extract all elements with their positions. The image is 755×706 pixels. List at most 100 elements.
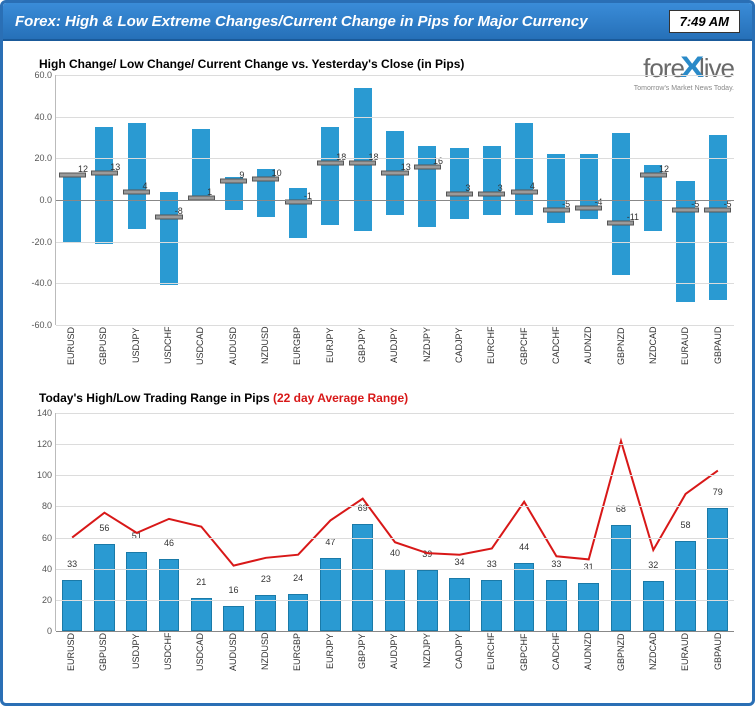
forex-chart-panel: Forex: High & Low Extreme Changes/Curren… <box>0 0 755 706</box>
range-value-label: 56 <box>88 523 120 533</box>
range-bar <box>191 598 212 631</box>
x-axis-label: USDCAD <box>184 633 216 681</box>
range-value-label: 21 <box>185 577 217 587</box>
range-bar <box>126 552 147 631</box>
range-value-label: 46 <box>153 538 185 548</box>
time-display: 7:49 AM <box>669 10 740 33</box>
range-value-label: 16 <box>217 585 249 595</box>
hl-bar <box>483 146 501 215</box>
range-bar <box>449 578 470 631</box>
range-value-label: 51 <box>121 531 153 541</box>
current-value-label: 4 <box>530 181 535 191</box>
current-value-label: 13 <box>110 162 120 172</box>
range-value-label: 23 <box>250 574 282 584</box>
x-axis-label: GBPUSD <box>87 327 119 375</box>
chart-body: foreXlive Tomorrow's Market News Today. … <box>3 41 752 697</box>
x-axis-label: EURCHF <box>475 633 507 681</box>
x-axis-label: USDCHF <box>152 633 184 681</box>
range-bar <box>223 606 244 631</box>
current-value-label: 3 <box>465 183 470 193</box>
x-axis-label: USDJPY <box>120 327 152 375</box>
current-value-label: 1 <box>207 187 212 197</box>
current-value-label: 16 <box>433 156 443 166</box>
chart2-title-a: Today's High/Low Trading Range in Pips <box>39 391 273 405</box>
range-value-label: 24 <box>282 573 314 583</box>
x-axis-label: NZDCAD <box>637 633 669 681</box>
x-axis-label: EURAUD <box>669 633 701 681</box>
x-axis-label: NZDJPY <box>411 633 443 681</box>
current-value-label: 9 <box>239 170 244 180</box>
hl-bar <box>321 127 339 225</box>
x-axis-label: EURUSD <box>55 327 87 375</box>
hl-bar <box>95 127 113 244</box>
x-axis-label: GBPAUD <box>702 633 734 681</box>
range-bar <box>94 544 115 631</box>
x-axis-label: NZDJPY <box>411 327 443 375</box>
chart2-bars: 3356514621162324476940393433443331683258… <box>56 413 734 631</box>
x-axis-label: USDCHF <box>152 327 184 375</box>
x-axis-label: EURUSD <box>55 633 87 681</box>
chart2-plot: 3356514621162324476940393433443331683258… <box>55 413 734 631</box>
panel-title: Forex: High & Low Extreme Changes/Curren… <box>15 13 669 30</box>
range-value-label: 33 <box>56 559 88 569</box>
current-value-label: 12 <box>78 164 88 174</box>
header-bar: Forex: High & Low Extreme Changes/Curren… <box>3 3 752 41</box>
x-axis-label: NZDUSD <box>249 633 281 681</box>
chart1-x-labels: EURUSDGBPUSDUSDJPYUSDCHFUSDCADAUDUSDNZDU… <box>55 327 734 375</box>
hl-bar <box>612 133 630 275</box>
x-axis-label: USDCAD <box>184 327 216 375</box>
range-bar <box>62 580 83 631</box>
range-value-label: 44 <box>508 542 540 552</box>
x-axis-label: AUDUSD <box>217 633 249 681</box>
x-axis-label: GBPNZD <box>605 327 637 375</box>
range-value-label: 34 <box>443 557 475 567</box>
current-value-label: 12 <box>659 164 669 174</box>
range-value-label: 33 <box>476 559 508 569</box>
current-value-label: 10 <box>272 168 282 178</box>
chart2-title-b: (22 day Average Range) <box>273 391 408 405</box>
hl-bar <box>709 135 727 300</box>
x-axis-label: EURCHF <box>475 327 507 375</box>
range-value-label: 40 <box>379 548 411 558</box>
x-axis-label: CADCHF <box>540 327 572 375</box>
current-value-label: 18 <box>336 152 346 162</box>
x-axis-label: GBPNZD <box>605 633 637 681</box>
range-bar <box>481 580 502 631</box>
range-value-label: 31 <box>573 562 605 572</box>
chart2-x-labels: EURUSDGBPUSDUSDJPYUSDCHFUSDCADAUDUSDNZDU… <box>55 633 734 681</box>
current-value-label: 18 <box>368 152 378 162</box>
range-value-label: 79 <box>702 487 734 497</box>
range-bar <box>578 583 599 631</box>
x-axis-label: GBPJPY <box>346 327 378 375</box>
chart1-plot: 12134-81910-118181316334-5-4-1112-5-5 -6… <box>55 75 734 325</box>
current-value-label: 4 <box>143 181 148 191</box>
range-bar <box>675 541 696 631</box>
range-bar <box>352 524 373 631</box>
current-value-label: -4 <box>594 197 602 207</box>
x-axis-label: USDJPY <box>120 633 152 681</box>
range-bar <box>643 581 664 631</box>
x-axis-label: AUDUSD <box>217 327 249 375</box>
hl-bar <box>128 123 146 229</box>
x-axis-label: GBPCHF <box>508 327 540 375</box>
x-axis-label: AUDNZD <box>572 327 604 375</box>
x-axis-label: NZDUSD <box>249 327 281 375</box>
range-bar <box>514 563 535 632</box>
range-value-label: 58 <box>669 520 701 530</box>
x-axis-label: AUDNZD <box>572 633 604 681</box>
high-low-chart: 12134-81910-118181316334-5-4-1112-5-5 -6… <box>25 75 738 383</box>
range-bar <box>546 580 567 631</box>
x-axis-label: NZDCAD <box>637 327 669 375</box>
current-value-label: -8 <box>175 206 183 216</box>
x-axis-label: CADJPY <box>443 633 475 681</box>
range-value-label: 69 <box>347 503 379 513</box>
chart2-title: Today's High/Low Trading Range in Pips (… <box>39 391 738 405</box>
x-axis-label: GBPCHF <box>508 633 540 681</box>
x-axis-label: EURAUD <box>669 327 701 375</box>
x-axis-label: AUDJPY <box>378 327 410 375</box>
x-axis-label: CADCHF <box>540 633 572 681</box>
range-bar <box>159 559 180 631</box>
x-axis-label: EURJPY <box>314 327 346 375</box>
x-axis-label: EURJPY <box>314 633 346 681</box>
range-value-label: 33 <box>540 559 572 569</box>
